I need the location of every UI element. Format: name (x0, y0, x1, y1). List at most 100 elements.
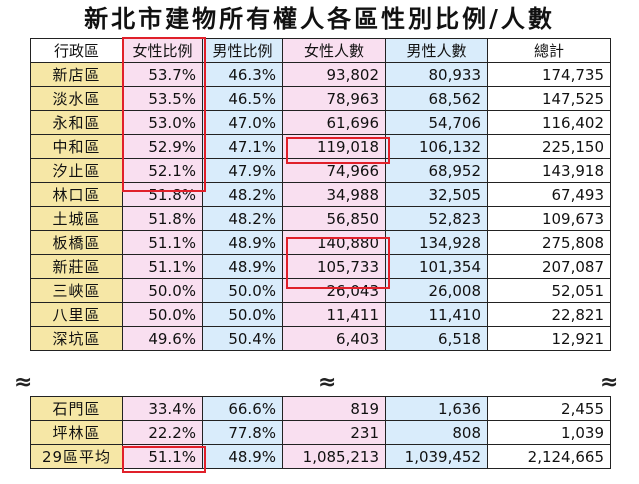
male-ratio-cell: 46.5% (202, 86, 283, 111)
female-ratio-cell: 53.5% (122, 86, 203, 111)
total-cell: 174,735 (487, 62, 611, 87)
table-row: 坪林區 22.2% 77.8% 231 808 1,039 (30, 420, 611, 445)
header-male-count: 男性人數 (385, 38, 488, 63)
district-cell: 新莊區 (30, 254, 123, 279)
female-count-cell: 6,403 (282, 326, 386, 351)
table-break-indicator: ≈ ≈ ≈ (0, 371, 639, 395)
table-row: 林口區 51.8% 48.2% 34,988 32,505 67,493 (30, 182, 611, 207)
female-count-cell: 78,963 (282, 86, 386, 111)
male-count-cell: 52,823 (385, 206, 488, 231)
total-cell: 147,525 (487, 86, 611, 111)
female-ratio-cell: 52.9% (122, 134, 203, 159)
male-ratio-cell: 48.9% (202, 254, 283, 279)
female-count-cell: 140,880 (282, 230, 386, 255)
female-count-cell: 56,850 (282, 206, 386, 231)
district-cell: 林口區 (30, 182, 123, 207)
female-count-cell: 819 (282, 396, 386, 421)
female-ratio-cell: 49.6% (122, 326, 203, 351)
male-count-cell: 808 (385, 420, 488, 445)
table-row: 永和區 53.0% 47.0% 61,696 54,706 116,402 (30, 110, 611, 135)
female-count-cell: 74,966 (282, 158, 386, 183)
male-count-cell: 54,706 (385, 110, 488, 135)
header-district: 行政區 (30, 38, 123, 63)
total-cell: 1,039 (487, 420, 611, 445)
male-count-cell: 11,410 (385, 302, 488, 327)
table-row: 土城區 51.8% 48.2% 56,850 52,823 109,673 (30, 206, 611, 231)
male-ratio-cell: 47.0% (202, 110, 283, 135)
female-count-cell: 119,018 (282, 134, 386, 159)
data-table-bottom: 石門區 33.4% 66.6% 819 1,636 2,455 坪林區 22.2% 77.8% 2… (30, 396, 611, 469)
header-row: 行政區 女性比例 男性比例 女性人數 男性人數 總計 (30, 38, 611, 63)
total-cell: 225,150 (487, 134, 611, 159)
male-ratio-cell: 47.1% (202, 134, 283, 159)
total-cell: 275,808 (487, 230, 611, 255)
table-row: 深坑區 49.6% 50.4% 6,403 6,518 12,921 (30, 326, 611, 351)
female-ratio-cell: 51.8% (122, 182, 203, 207)
female-count-cell: 61,696 (282, 110, 386, 135)
male-ratio-cell: 50.0% (202, 278, 283, 303)
data-table-top: 行政區 女性比例 男性比例 女性人數 男性人數 總計 新店區 53.7% 46.3%… (30, 38, 611, 351)
district-cell: 新店區 (30, 62, 123, 87)
header-female-ratio: 女性比例 (122, 38, 203, 63)
female-ratio-cell: 50.0% (122, 278, 203, 303)
district-cell: 三峽區 (30, 278, 123, 303)
male-count-cell: 1,039,452 (385, 444, 488, 469)
male-count-cell: 26,008 (385, 278, 488, 303)
district-cell: 土城區 (30, 206, 123, 231)
district-cell: 八里區 (30, 302, 123, 327)
table-row: 板橋區 51.1% 48.9% 140,880 134,928 275,808 (30, 230, 611, 255)
table-row: 汐止區 52.1% 47.9% 74,966 68,952 143,918 (30, 158, 611, 183)
male-ratio-cell: 48.9% (202, 230, 283, 255)
female-ratio-cell: 53.7% (122, 62, 203, 87)
table-row: 新莊區 51.1% 48.9% 105,733 101,354 207,087 (30, 254, 611, 279)
male-ratio-cell: 48.2% (202, 182, 283, 207)
female-count-cell: 231 (282, 420, 386, 445)
page-title: 新北市建物所有權人各區性別比例/人數 (84, 4, 555, 33)
male-count-cell: 80,933 (385, 62, 488, 87)
male-ratio-cell: 47.9% (202, 158, 283, 183)
male-ratio-cell: 66.6% (202, 396, 283, 421)
district-cell: 深坑區 (30, 326, 123, 351)
male-count-cell: 68,952 (385, 158, 488, 183)
female-ratio-cell: 51.8% (122, 206, 203, 231)
male-ratio-cell: 77.8% (202, 420, 283, 445)
male-ratio-cell: 48.2% (202, 206, 283, 231)
female-count-cell: 34,988 (282, 182, 386, 207)
male-ratio-cell: 50.4% (202, 326, 283, 351)
district-cell: 29區平均 (30, 444, 123, 469)
male-count-cell: 106,132 (385, 134, 488, 159)
male-count-cell: 1,636 (385, 396, 488, 421)
male-count-cell: 32,505 (385, 182, 488, 207)
total-cell: 2,455 (487, 396, 611, 421)
female-ratio-cell: 33.4% (122, 396, 203, 421)
total-cell: 67,493 (487, 182, 611, 207)
district-cell: 石門區 (30, 396, 123, 421)
male-count-cell: 134,928 (385, 230, 488, 255)
female-ratio-cell: 51.1% (122, 444, 203, 469)
female-count-cell: 1,085,213 (282, 444, 386, 469)
female-ratio-cell: 52.1% (122, 158, 203, 183)
total-cell: 2,124,665 (487, 444, 611, 469)
district-cell: 汐止區 (30, 158, 123, 183)
total-cell: 12,921 (487, 326, 611, 351)
male-count-cell: 68,562 (385, 86, 488, 111)
table-row: 三峽區 50.0% 50.0% 26,043 26,008 52,051 (30, 278, 611, 303)
total-cell: 52,051 (487, 278, 611, 303)
district-cell: 淡水區 (30, 86, 123, 111)
female-count-cell: 26,043 (282, 278, 386, 303)
male-ratio-cell: 50.0% (202, 302, 283, 327)
male-count-cell: 101,354 (385, 254, 488, 279)
total-cell: 143,918 (487, 158, 611, 183)
district-cell: 永和區 (30, 110, 123, 135)
female-count-cell: 105,733 (282, 254, 386, 279)
male-count-cell: 6,518 (385, 326, 488, 351)
female-count-cell: 11,411 (282, 302, 386, 327)
district-cell: 坪林區 (30, 420, 123, 445)
district-cell: 板橋區 (30, 230, 123, 255)
total-cell: 109,673 (487, 206, 611, 231)
table-row: 中和區 52.9% 47.1% 119,018 106,132 225,150 (30, 134, 611, 159)
male-ratio-cell: 48.9% (202, 444, 283, 469)
female-ratio-cell: 53.0% (122, 110, 203, 135)
table-row: 29區平均 51.1% 48.9% 1,085,213 1,039,452 2,124,6… (30, 444, 611, 469)
header-female-count: 女性人數 (282, 38, 386, 63)
